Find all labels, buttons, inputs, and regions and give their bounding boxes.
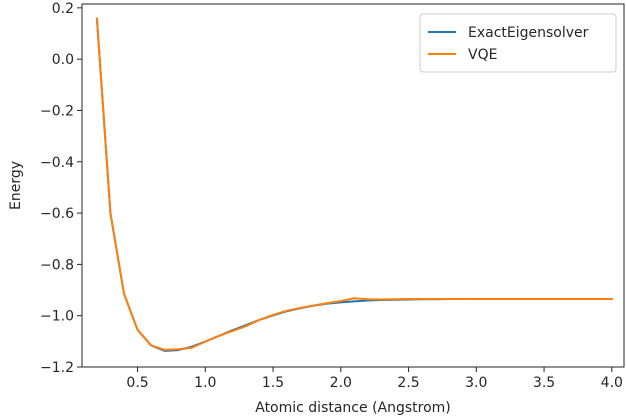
- x-tick-label: 2.5: [397, 375, 419, 391]
- plot-frame: [81, 3, 625, 368]
- legend: ExactEigensolver VQE: [419, 13, 617, 73]
- x-tick-label: 3.0: [465, 375, 487, 391]
- legend-label: ExactEigensolver: [468, 25, 589, 41]
- x-tick-label: 1.0: [194, 375, 216, 391]
- y-axis: 0.2 0.0 −0.2 −0.4 −0.6 −0.8 −1.0 −1.2: [40, 1, 82, 376]
- x-tick-label: 1.5: [262, 375, 284, 391]
- y-tick-label: 0.2: [52, 1, 74, 17]
- y-tick-label: −1.0: [40, 309, 74, 325]
- series-line-vqe: [95, 17, 613, 351]
- y-tick-label: −0.4: [40, 155, 74, 171]
- y-tick-label: −1.2: [40, 360, 74, 376]
- legend-label: VQE: [468, 47, 497, 63]
- x-tick-label: 2.0: [330, 375, 352, 391]
- x-axis-label: Atomic distance (Angstrom): [255, 400, 451, 416]
- y-tick-label: −0.8: [40, 257, 74, 273]
- legend-box: [419, 13, 617, 73]
- x-axis: 0.5 1.0 1.5 2.0 2.5 3.0 3.5 4.0: [126, 367, 623, 391]
- y-tick-label: −0.6: [40, 206, 74, 222]
- x-tick-label: 4.0: [601, 375, 623, 391]
- y-tick-label: 0.0: [52, 52, 74, 68]
- x-tick-label: 3.5: [533, 375, 555, 391]
- series-layer: [95, 17, 613, 352]
- y-axis-label: Energy: [8, 161, 24, 210]
- x-tick-label: 0.5: [126, 375, 148, 391]
- y-tick-label: −0.2: [40, 103, 74, 119]
